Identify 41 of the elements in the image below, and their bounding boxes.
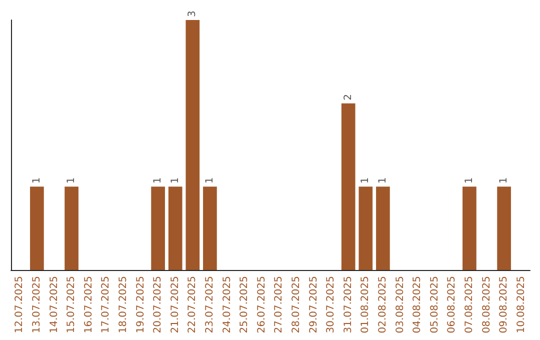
x-tick-label: 02.08.2025: [377, 276, 388, 334]
x-tick-label: 21.07.2025: [170, 276, 181, 334]
x-tick-label: 12.07.2025: [14, 276, 26, 334]
x-tick-label: 08.08.2025: [481, 276, 492, 334]
data-label: 2: [342, 94, 354, 100]
x-tick-label: 18.07.2025: [118, 276, 129, 334]
x-tick-label: 28.07.2025: [290, 276, 302, 334]
x-tick-label: 31.07.2025: [342, 276, 354, 334]
data-label: 1: [66, 177, 78, 184]
x-tick-label: 22.07.2025: [187, 276, 198, 334]
data-label: 1: [360, 177, 372, 184]
x-tick-label: 20.07.2025: [152, 276, 164, 334]
x-tick-label: 07.08.2025: [464, 276, 475, 334]
x-tick-label: 03.08.2025: [394, 276, 406, 334]
x-tick-label: 16.07.2025: [83, 276, 94, 334]
x-tick-label: 15.07.2025: [66, 276, 78, 334]
data-label: 1: [31, 177, 42, 184]
data-label: 3: [187, 10, 198, 17]
x-tick-label: 29.07.2025: [308, 276, 320, 334]
data-label: 1: [152, 177, 164, 184]
x-tick-label: 01.08.2025: [360, 276, 372, 334]
x-tick-label: 26.07.2025: [256, 276, 268, 334]
x-tick-label: 30.07.2025: [326, 276, 337, 334]
data-label: 1: [498, 177, 510, 184]
x-tick-label: 17.07.2025: [100, 276, 112, 334]
x-tick-label: 25.07.2025: [239, 276, 250, 334]
x-tick-label: 24.07.2025: [222, 276, 233, 334]
data-label: 1: [377, 177, 388, 184]
data-label: 1: [464, 177, 475, 184]
x-tick-label: 06.08.2025: [446, 276, 458, 334]
x-tick-label: 23.07.2025: [204, 276, 216, 334]
x-tick-label: 13.07.2025: [31, 276, 42, 334]
x-tick-label: 10.08.2025: [516, 276, 527, 334]
data-label: 1: [204, 177, 216, 184]
x-tick-label: 27.07.2025: [274, 276, 285, 334]
data-label: 1: [170, 177, 181, 184]
x-tick-label: 05.08.2025: [429, 276, 440, 334]
x-tick-label: 14.07.2025: [48, 276, 60, 334]
x-tick-label: 19.07.2025: [135, 276, 146, 334]
x-tick-label: 04.08.2025: [412, 276, 424, 334]
x-tick-label: 09.08.2025: [498, 276, 510, 334]
